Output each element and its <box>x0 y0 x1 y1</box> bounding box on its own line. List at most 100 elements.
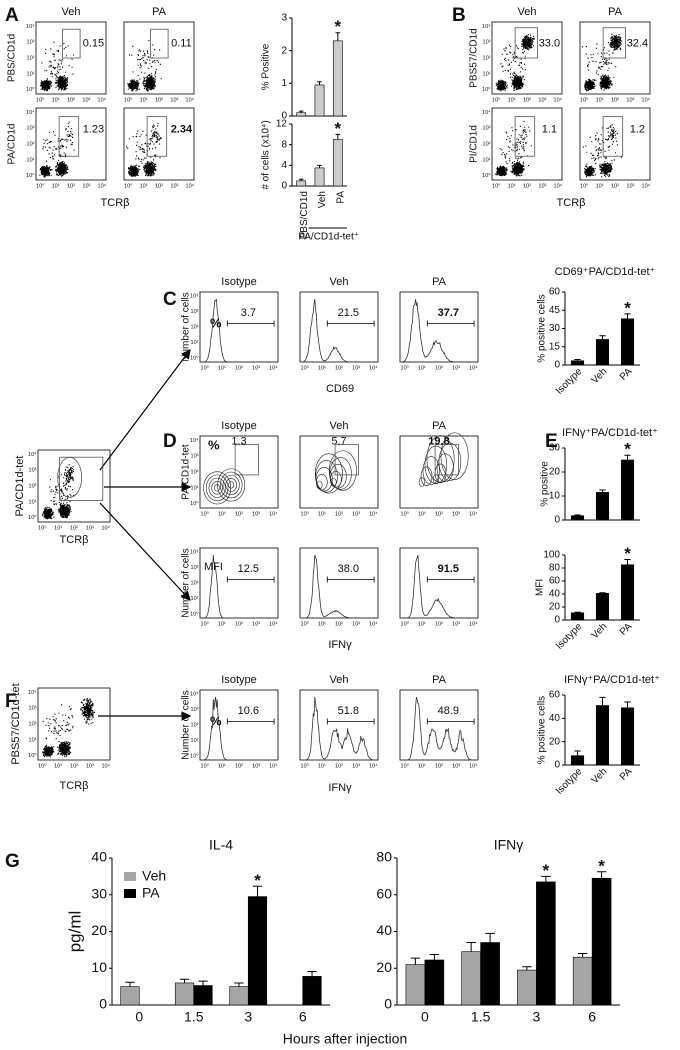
axis-tick-label: 10⁴ <box>482 23 491 30</box>
contour-line <box>219 471 243 499</box>
contour-line <box>328 450 357 491</box>
bar <box>174 982 195 1006</box>
contour-line <box>426 435 455 483</box>
gate <box>326 718 375 725</box>
y-axis-label: pg/ml <box>65 911 84 953</box>
bar <box>517 969 537 1006</box>
gate-value: 2.34 <box>171 124 193 136</box>
plot-frame <box>35 21 107 95</box>
error-bar <box>596 871 607 879</box>
significance-mark: * <box>624 440 631 459</box>
row-label: PA/CD1d <box>7 124 18 165</box>
x-tick-label: Veh <box>317 191 328 208</box>
axis-tick-label: 10¹ <box>596 97 604 103</box>
axis-tick-label: 10³ <box>191 707 199 713</box>
axis-tick-label: 10³ <box>483 40 491 46</box>
gate <box>226 576 275 583</box>
y-tick-label: 10 <box>549 491 561 502</box>
histogram-line <box>300 554 378 619</box>
axis-tick-label: 10³ <box>170 97 178 103</box>
histogram-line <box>300 298 378 363</box>
axis-tick-label: 10² <box>235 763 243 769</box>
axis-tick-label: 10⁰ <box>201 762 210 769</box>
bar <box>120 986 140 1006</box>
bar <box>480 942 500 1006</box>
bar <box>296 112 307 117</box>
axis-tick-label: 10⁴ <box>269 762 278 769</box>
axis-tick-label: 10⁴ <box>469 364 478 371</box>
y-tick-label: 20 <box>549 467 561 478</box>
contour-line <box>436 453 454 483</box>
axis-tick-label: 10² <box>191 469 199 475</box>
y-tick-label: 40 <box>549 713 561 724</box>
flow-dots <box>582 124 622 178</box>
axis-tick-label: 10⁴ <box>469 510 478 517</box>
axis-tick-label: 10⁴ <box>269 364 278 371</box>
error-bar <box>485 932 495 943</box>
axis-tick-label: 10⁴ <box>186 182 195 189</box>
gating-arrows <box>98 349 192 721</box>
axis-tick-label: 10⁴ <box>28 451 37 458</box>
axis-tick-label: 10² <box>191 324 199 330</box>
contour-line <box>228 481 235 489</box>
gate <box>326 576 375 583</box>
axis-tick-label: 10⁰ <box>301 762 310 769</box>
column-header: Isotype <box>221 420 256 432</box>
axis-tick-label: 10³ <box>252 511 260 517</box>
axis-tick-label: 10⁰ <box>36 182 45 189</box>
y-tick-label: 40 <box>91 849 107 865</box>
axis-tick-label: 10³ <box>352 365 360 371</box>
chart-title: IFNγ <box>494 837 524 853</box>
axis-tick-label: 10² <box>335 365 343 371</box>
x-tick-label: Veh <box>590 766 610 786</box>
contour-line <box>225 478 237 492</box>
axis-tick-label: 10² <box>335 511 343 517</box>
axis-tick-label: 10⁰ <box>190 500 199 507</box>
error-bar <box>599 335 606 340</box>
axis-tick-label: 10⁰ <box>190 752 199 759</box>
flow-dots <box>127 40 162 92</box>
bar <box>296 180 307 187</box>
x-axis-label: TCRβ <box>60 780 89 792</box>
plot-frame <box>199 547 279 619</box>
flow-dots <box>39 121 75 178</box>
histogram-line <box>400 696 478 761</box>
x-tick-label: PA <box>335 191 346 204</box>
axis-tick-label: 10² <box>235 621 243 627</box>
axis-label: PBS57/CD1d-tet <box>10 683 22 764</box>
axis-tick-label: 10³ <box>483 126 491 132</box>
chart-title: IFNγ⁺PA/CD1d-tet⁺ <box>564 674 660 686</box>
axis-tick-label: 10³ <box>86 763 94 769</box>
y-tick-label: 2 <box>281 45 287 56</box>
gate-value: 38.0 <box>338 563 359 575</box>
x-axis-label: TCRβ <box>101 197 130 209</box>
axis-tick-label: 10¹ <box>29 499 37 505</box>
gate <box>426 320 475 327</box>
arrow <box>99 349 191 471</box>
axis-tick-label: 10² <box>483 55 491 61</box>
y-tick-label: 60 <box>376 885 392 901</box>
axis-tick-label: 10⁴ <box>469 762 478 769</box>
axis-tick-label: 10⁰ <box>201 364 210 371</box>
axis-tick-label: 10³ <box>82 97 90 103</box>
x-axis-label: IFNγ <box>328 782 352 794</box>
error-bar <box>179 978 190 983</box>
flow-dots <box>39 41 75 92</box>
axis-tick-label: 10¹ <box>54 763 62 769</box>
x-tick-label: PA <box>618 621 635 638</box>
axis-tick-label: 10³ <box>29 706 37 712</box>
error-bar <box>252 885 263 897</box>
axis-tick-label: 10³ <box>452 365 460 371</box>
axis-tick-label: 10³ <box>191 565 199 571</box>
x-tick-label: 1.5 <box>184 1009 204 1025</box>
axis-label: Number of cells <box>181 690 192 759</box>
gate-value: 1.23 <box>83 124 104 136</box>
legend-swatch <box>124 889 136 898</box>
contour-line <box>217 468 246 502</box>
plot-frame <box>37 687 111 761</box>
error-bar <box>574 611 581 613</box>
x-axis-label: IFNγ <box>328 639 352 651</box>
gate-marker: MFI <box>204 561 223 573</box>
plot-frame <box>579 107 651 181</box>
axis-tick-label: 10³ <box>170 183 178 189</box>
